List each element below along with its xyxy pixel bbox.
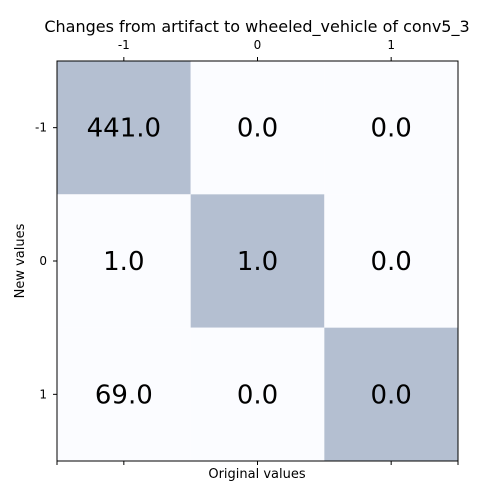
cell-value-2-2: 0.0: [370, 380, 411, 410]
y-tick-label-2: 1: [39, 387, 47, 401]
x-tick-label-0: -1: [118, 38, 130, 52]
heatmap-cell-1-1: [190, 194, 325, 328]
cell-value-1-1: 1.0: [237, 247, 278, 277]
x-tick-label-2: 1: [387, 38, 395, 52]
cell-value-1-0: 1.0: [103, 247, 144, 277]
heatmap-cell-0-0: [57, 61, 191, 195]
cell-value-0-2: 0.0: [370, 114, 411, 144]
heatmap-cell-2-2: [324, 327, 458, 461]
heatmap-cell-2-0: [57, 327, 191, 461]
cell-value-2-1: 0.0: [237, 380, 278, 410]
heatmap-cell-0-2: [324, 61, 458, 195]
cell-value-2-0: 69.0: [95, 380, 153, 410]
cell-value-0-0: 441.0: [87, 114, 161, 144]
heatmap-cell-2-1: [190, 327, 325, 461]
chart-title: Changes from artifact to wheeled_vehicle…: [44, 17, 469, 37]
y-tick-label-0: -1: [35, 121, 47, 135]
x-axis-label: Original values: [208, 467, 306, 482]
heatmap-cells: [57, 61, 458, 461]
heatmap-cell-1-2: [324, 194, 458, 328]
cell-value-1-2: 0.0: [370, 247, 411, 277]
y-tick-label-1: 0: [39, 254, 47, 268]
axis-ticks: -1 0 1 -1 0 1: [35, 38, 459, 465]
cell-value-0-1: 0.0: [237, 114, 278, 144]
x-tick-label-1: 0: [254, 38, 262, 52]
heatmap-cell-labels: 441.0 0.0 0.0 1.0 1.0 0.0 69.0 0.0 0.0: [87, 114, 412, 411]
heatmap-cell-1-0: [57, 194, 191, 328]
heatmap-cell-0-1: [190, 61, 325, 195]
y-axis-label: New values: [13, 223, 28, 298]
